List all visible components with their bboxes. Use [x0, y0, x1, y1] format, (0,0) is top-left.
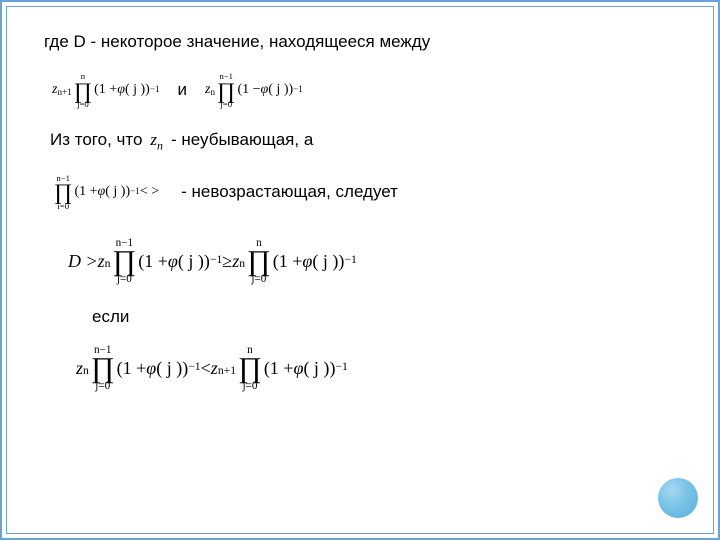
- formula-row-2: n−1 ∏ i=0 (1 + φ( j ))−1 < > - невозраст…: [44, 174, 676, 210]
- since-suffix: - неубывающая, а: [171, 130, 313, 150]
- if-label: если: [92, 307, 676, 327]
- inequality-main: D > zn n−1∏j=0 (1 + φ( j ))−1 ≥ zn n∏j=0…: [68, 238, 676, 285]
- formula-f1: zn+1 n ∏ j=0 (1 + φ( j ))−1: [52, 72, 160, 108]
- formula-row-1: zn+1 n ∏ j=0 (1 + φ( j ))−1 и zn n−1 ∏ j…: [44, 72, 676, 108]
- connector-and: и: [178, 80, 188, 100]
- formula-f2: zn n−1 ∏ j=0 (1 − φ( j ))−1: [205, 72, 303, 108]
- since-line: Из того, что zn - неубывающая, а: [44, 130, 676, 153]
- inequality-condition: zn n−1∏j=0 (1 + φ( j ))−1 < zn+1 n∏j=0 (…: [76, 345, 676, 392]
- formula-f3: n−1 ∏ i=0 (1 + φ( j ))−1 < >: [52, 174, 159, 210]
- decorative-dot: [658, 478, 698, 518]
- zn-var: zn: [150, 130, 163, 153]
- product-symbol: n−1 ∏ i=0: [54, 174, 72, 210]
- product-symbol: n ∏ j=0: [74, 72, 92, 108]
- since-prefix: Из того, что: [50, 130, 142, 150]
- intro-line: где D - некоторое значение, находящееся …: [44, 32, 676, 52]
- nonincreasing-text: - невозрастающая, следует: [181, 182, 398, 202]
- slide-content: где D - некоторое значение, находящееся …: [14, 14, 706, 526]
- product-symbol: n−1 ∏ j=0: [217, 72, 235, 108]
